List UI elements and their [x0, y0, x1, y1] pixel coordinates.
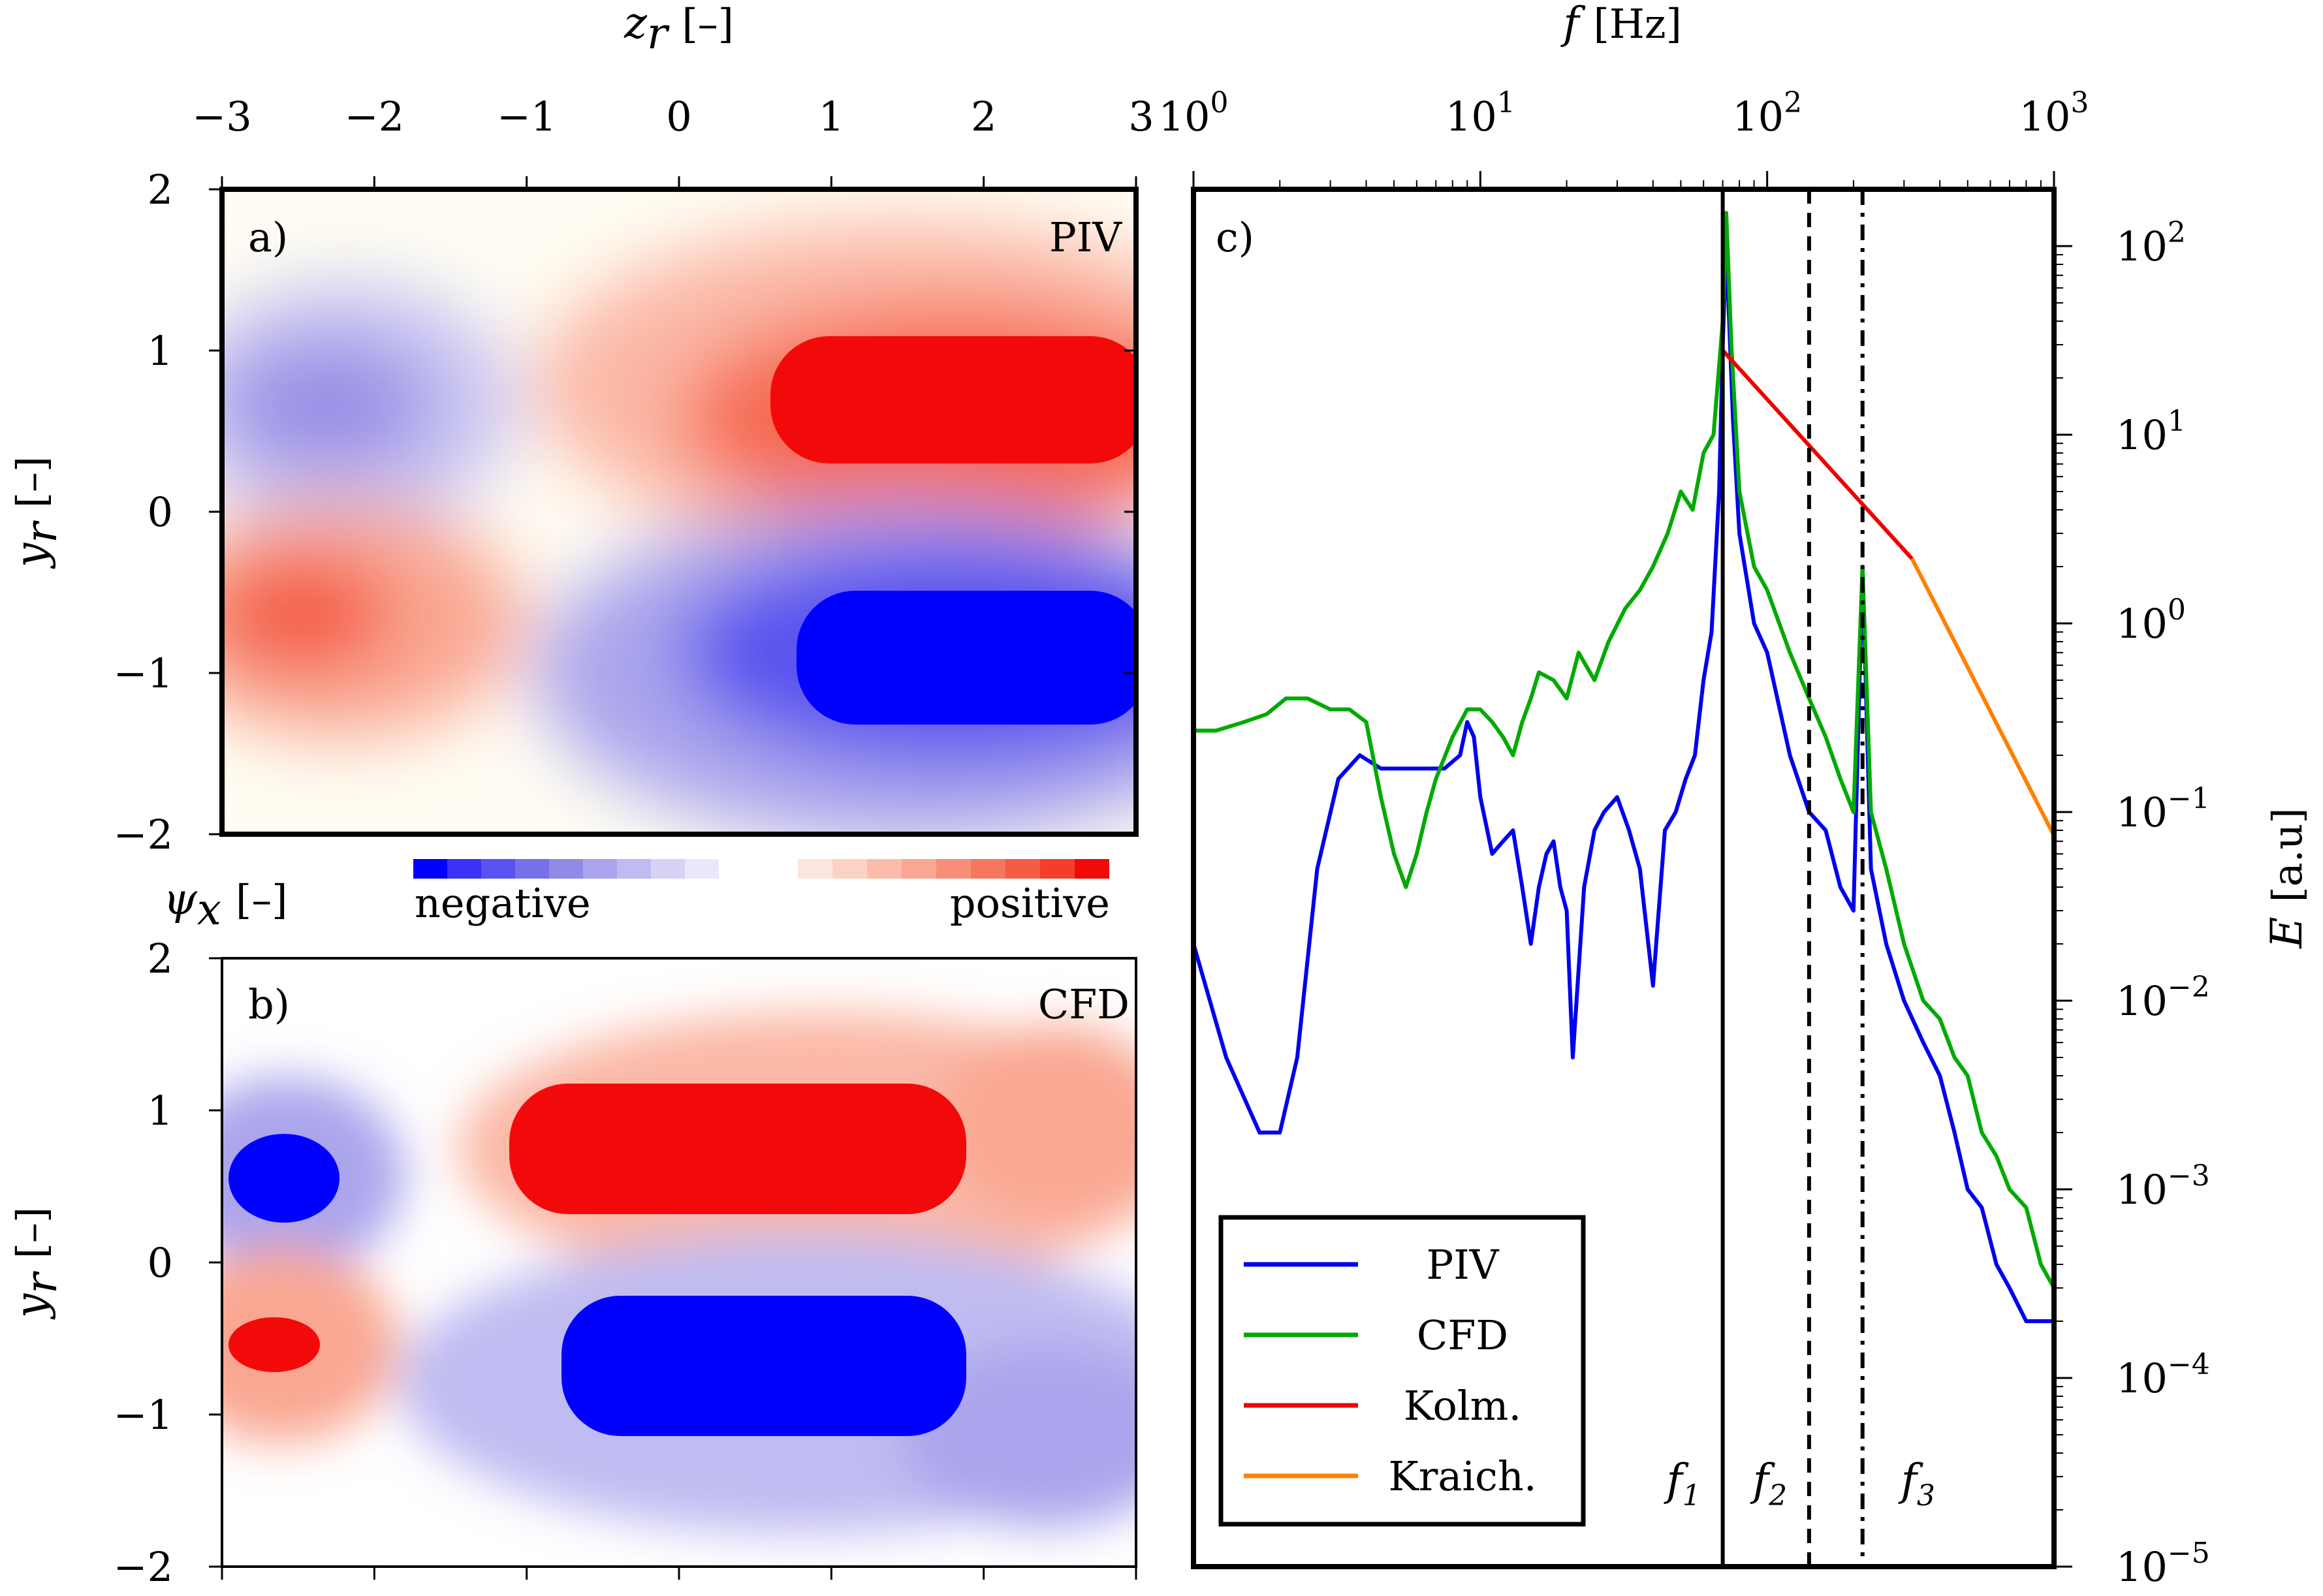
y-tick-label: 2	[148, 166, 173, 213]
colorbar-swatch-negative	[413, 859, 447, 879]
x-tick-label: 1	[819, 93, 844, 140]
panel-c-xlabel: f [Hz]	[1560, 0, 1682, 48]
x-tick-label: 3	[1128, 93, 1154, 140]
colorbar-swatch-positive	[971, 859, 1005, 879]
legend-label: Kolm.	[1404, 1382, 1521, 1430]
panel-c-label: c)	[1216, 213, 1254, 261]
legend-label: Kraich.	[1388, 1452, 1536, 1500]
colorbar-swatch-negative	[447, 859, 481, 879]
y-tick-label: 102	[2116, 216, 2186, 270]
legend-label: CFD	[1417, 1311, 1508, 1359]
panel-c-frame	[1191, 187, 2057, 1569]
colorbar-swatch-negative	[685, 859, 719, 879]
colorbar-swatch-negative	[515, 859, 549, 879]
series-line-kolm	[1721, 349, 1914, 561]
panel-a-contours	[222, 222, 1136, 834]
y-tick-label: 1	[148, 1087, 173, 1134]
panel-c-ylabel: E[a.u]	[2262, 807, 2312, 948]
y-tick-label: −1	[114, 1391, 173, 1439]
colorbar-swatch-positive	[867, 859, 902, 879]
legend-box	[1218, 1215, 1586, 1527]
b-neg-bottom-core	[561, 1296, 966, 1436]
colorbar-swatch-positive	[1075, 859, 1109, 879]
y-tick-label: −2	[114, 811, 173, 858]
core-neg-bottom	[797, 591, 1136, 725]
series-line-cfd	[1193, 211, 2054, 1289]
panel-c: c) 100 101 102 103 102 101 100 10−1 10−2 10−3 10−…	[1159, 0, 2312, 1591]
x-tick-label: −3	[192, 93, 251, 140]
y-tick-label: −2	[114, 1543, 173, 1591]
colorbar-negative-swatches	[413, 859, 719, 879]
b-pos-top-far	[940, 1025, 1136, 1221]
colorbar-swatch-negative	[549, 859, 583, 879]
x-tick-label: 0	[666, 93, 691, 140]
b-neg-top-core	[229, 1134, 340, 1223]
lobe-neg-top-core	[222, 339, 431, 470]
y-tick-label: 10−2	[2116, 971, 2210, 1025]
colorbar-swatch-negative	[617, 859, 651, 879]
y-tick-label: 10−3	[2116, 1159, 2210, 1213]
colorbar-positive-swatches	[798, 859, 1109, 879]
legend: PIV CFD Kolm. Kraich.	[1218, 1215, 1586, 1527]
panel-c-y-ticks: 102 101 100 10−1 10−2 10−3 10−4 10−5	[2054, 216, 2210, 1591]
y-tick-label: 0	[148, 488, 173, 536]
panel-b-x-tickmarks	[221, 1567, 1137, 1580]
panel-a-xlabel: zr [–]	[624, 0, 734, 59]
panel-c-x-ticks: 100 101 102 103	[1159, 86, 2089, 189]
core-pos-top	[770, 336, 1136, 463]
y-tick-label: 2	[148, 935, 173, 982]
y-tick-label: 0	[148, 1239, 173, 1287]
colorbar-swatch-positive	[902, 859, 936, 879]
colorbar-swatch-positive	[798, 859, 832, 879]
colorbar-swatch-positive	[1005, 859, 1040, 879]
panel-b-y-ticks: 2 1 0 −1 −2	[114, 935, 222, 1591]
y-tick-label: 10−4	[2116, 1348, 2210, 1402]
legend-entries: PIV CFD Kolm. Kraich.	[1244, 1241, 1537, 1500]
panel-b-label: b)	[248, 980, 290, 1028]
panel-b-source: CFD	[1038, 980, 1130, 1028]
x-tick-label: −1	[497, 93, 556, 140]
panel-a-ylabel: yr[–]	[6, 456, 67, 569]
x-tick-label: 101	[1446, 86, 1515, 140]
series-line-kraich	[1910, 557, 2054, 837]
panel-a-y-ticks: 2 1 0 −1 −2	[114, 166, 1136, 858]
panel-c-plot	[1193, 189, 2054, 1567]
y-tick-label: 1	[148, 327, 173, 375]
y-tick-label: 101	[2116, 405, 2186, 459]
panel-a-source: PIV	[1049, 213, 1122, 261]
b-pos-top-core	[509, 1084, 966, 1214]
x-tick-label: 102	[1732, 86, 1802, 140]
y-tick-label: 10−5	[2116, 1537, 2210, 1591]
colorbar: ψx [–] negative positive	[163, 859, 1110, 935]
b-pos-bottom-core	[229, 1317, 320, 1372]
x-tick-label: 100	[1159, 86, 1229, 140]
panel-a-label: a)	[248, 213, 288, 261]
x-tick-label: 2	[971, 93, 996, 140]
panel-b-contours	[222, 1012, 1136, 1534]
x-tick-label: −2	[345, 93, 404, 140]
colorbar-negative-label: negative	[415, 879, 591, 927]
colorbar-swatch-positive	[832, 859, 867, 879]
colorbar-swatch-positive	[936, 859, 971, 879]
colorbar-swatch-negative	[651, 859, 685, 879]
panel-b: b) CFD 2 1 0 −1 −2 yr[–]	[6, 935, 1137, 1591]
y-tick-label: 100	[2116, 593, 2186, 648]
lobe-pos-bottom-core	[222, 555, 392, 672]
y-tick-label: 10−1	[2116, 782, 2210, 836]
colorbar-swatch-negative	[583, 859, 617, 879]
x-tick-label: 103	[2019, 86, 2089, 140]
y-tick-label: −1	[114, 649, 173, 697]
panel-a: a) PIV −3 −2 −1 0 1 2 3 2 1 0 −1 −2 zr [–] yr[–]	[6, 0, 1154, 858]
legend-label: PIV	[1427, 1241, 1500, 1289]
colorbar-positive-label: positive	[950, 879, 1110, 927]
colorbar-swatch-positive	[1040, 859, 1075, 879]
panel-b-ylabel: yr[–]	[6, 1207, 67, 1320]
colorbar-label: ψx [–]	[163, 874, 287, 935]
panel-a-x-ticks: −3 −2 −1 0 1 2 3	[192, 93, 1154, 189]
colorbar-swatch-negative	[481, 859, 515, 879]
